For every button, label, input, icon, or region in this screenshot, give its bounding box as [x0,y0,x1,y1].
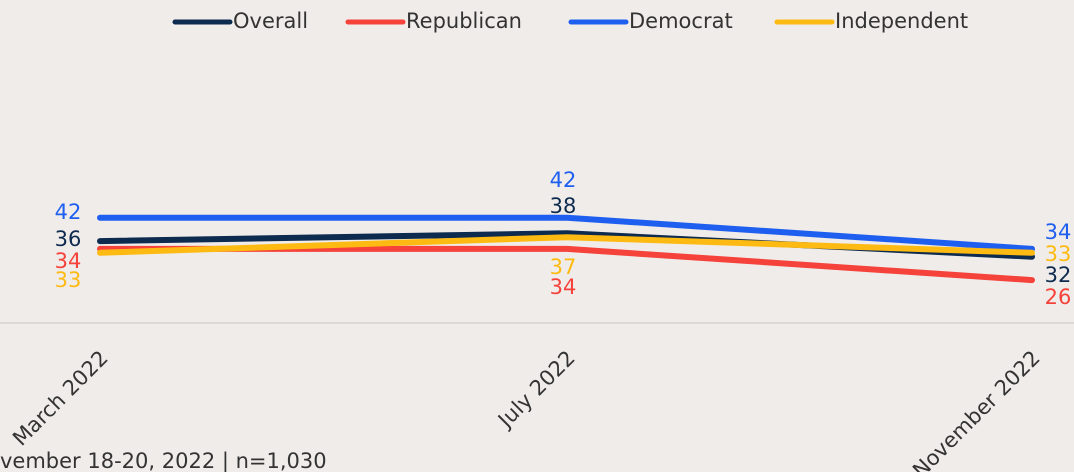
footnote: vember 18-20, 2022 | n=1,030 [0,449,327,472]
value-label: 42 [55,200,82,224]
value-label: 34 [1045,220,1072,244]
value-label: 26 [1045,285,1072,309]
value-label: 32 [1045,263,1072,287]
legend-label: Democrat [629,9,733,33]
value-label: 33 [55,268,82,292]
value-label: 34 [550,275,577,299]
series-line [97,214,1035,252]
value-label: 38 [550,194,577,218]
series-line [97,234,1035,256]
legend-label: Republican [406,9,522,33]
legend-label: Independent [835,9,968,33]
value-label: 37 [550,255,577,279]
value-label: 33 [1045,242,1072,266]
value-label: 36 [55,227,82,251]
value-label: 42 [550,168,577,192]
value-label: 34 [55,249,82,273]
legend-label: Overall [233,9,308,33]
